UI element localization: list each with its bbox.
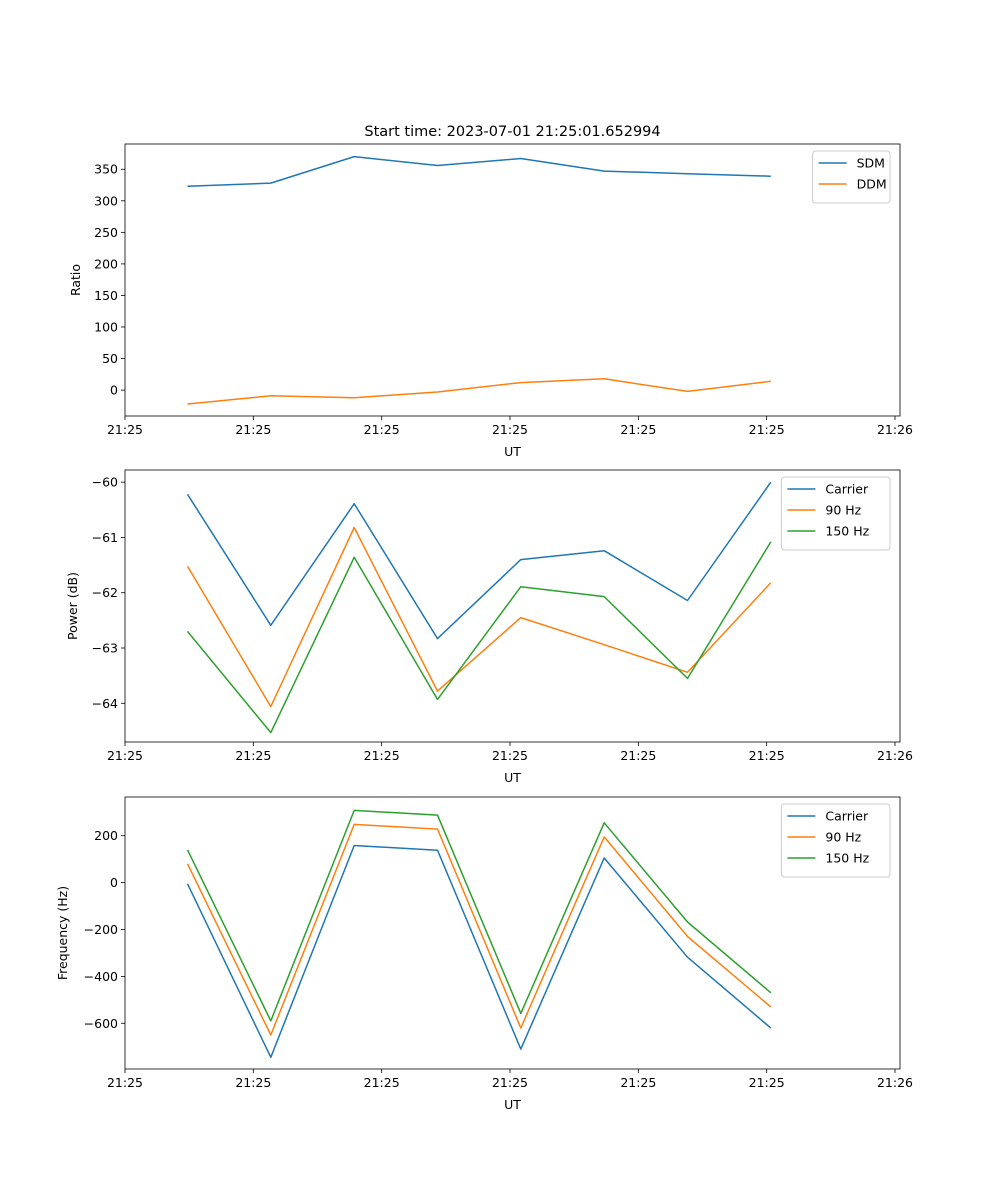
chart-panel-1: Start time: 2023-07-01 21:25:01.652994 21… [68, 124, 913, 459]
x-tick-label: 21:25 [107, 748, 143, 763]
x-tick-label: 21:25 [364, 1075, 400, 1090]
axes-frame [124, 469, 901, 743]
legend-label: SDM [857, 156, 885, 171]
y-tick-label: 250 [94, 225, 118, 240]
y-tick-label: 300 [94, 193, 118, 208]
x-tick-label: 21:25 [492, 1075, 528, 1090]
legend-label: 150 Hz [825, 851, 869, 866]
x-tick-label: 21:25 [235, 1075, 271, 1090]
legend-label: 90 Hz [825, 830, 861, 845]
x-tick-label: 21:26 [877, 422, 913, 437]
x-axis-label: UT [504, 770, 521, 785]
x-tick-label: 21:25 [749, 748, 785, 763]
y-tick-label: 200 [94, 828, 118, 843]
y-tick-label: −200 [84, 922, 118, 937]
x-tick-label: 21:25 [107, 422, 143, 437]
legend: Carrier 90 Hz 150 Hz [780, 803, 891, 878]
series-line-carrier [186, 844, 772, 1059]
x-tick-label: 21:25 [364, 422, 400, 437]
y-tick-label: −62 [92, 585, 118, 600]
chart-panels: Start time: 2023-07-01 21:25:01.652994 21… [55, 124, 913, 1112]
chart-panel-2: 21:25 21:25 21:25 21:25 21:25 21:25 21:26 −64 −6… [65, 469, 913, 785]
x-tick-label: 21:25 [364, 748, 400, 763]
x-tick-label: 21:25 [749, 422, 785, 437]
y-tick-label: 0 [110, 383, 118, 398]
x-tick-label: 21:25 [235, 748, 271, 763]
y-tick-label: −64 [92, 696, 118, 711]
legend-label: Carrier [825, 482, 869, 497]
y-tick-label: 0 [110, 875, 118, 890]
legend-box [812, 150, 891, 204]
x-axis-label: UT [504, 444, 521, 459]
series-line-150-hz [186, 809, 772, 1022]
y-tick-label: −600 [84, 1016, 118, 1031]
series-line-ddm [187, 378, 771, 405]
x-tick-label: 21:25 [492, 748, 528, 763]
y-tick-label: 150 [94, 288, 118, 303]
x-tick-label: 21:25 [492, 422, 528, 437]
legend: Carrier 90 Hz 150 Hz [780, 476, 891, 551]
axes-frame [124, 143, 901, 417]
y-tick-label: 200 [94, 256, 118, 271]
x-tick-label: 21:25 [620, 1075, 656, 1090]
y-axis-label: Ratio [68, 264, 83, 296]
y-tick-label: 100 [94, 320, 118, 335]
y-axis-label: Power (dB) [65, 572, 80, 640]
series-line-90-hz [186, 526, 772, 708]
series-line-carrier [186, 481, 772, 640]
legend-label: 90 Hz [825, 503, 861, 518]
legend-label: DDM [857, 177, 887, 192]
x-tick-label: 21:25 [620, 748, 656, 763]
legend-label: Carrier [825, 809, 869, 824]
x-tick-label: 21:25 [107, 1075, 143, 1090]
legend: SDM DDM [812, 150, 891, 204]
y-tick-label: −63 [92, 641, 118, 656]
series-line-sdm [187, 155, 771, 188]
x-tick-label: 21:25 [235, 422, 271, 437]
x-tick-label: 21:25 [749, 1075, 785, 1090]
series-line-90-hz [186, 823, 772, 1036]
legend-label: 150 Hz [825, 524, 869, 539]
y-tick-label: −61 [92, 530, 118, 545]
y-tick-label: −60 [92, 475, 118, 490]
y-tick-label: 350 [94, 162, 118, 177]
series-line-150-hz [186, 541, 772, 734]
chart-title: Start time: 2023-07-01 21:25:01.652994 [364, 124, 660, 140]
x-tick-label: 21:25 [620, 422, 656, 437]
y-tick-label: −400 [84, 969, 118, 984]
x-tick-label: 21:26 [877, 748, 913, 763]
y-axis-label: Frequency (Hz) [55, 886, 70, 980]
x-axis-label: UT [504, 1097, 521, 1112]
y-tick-label: 50 [102, 351, 118, 366]
x-tick-label: 21:26 [877, 1075, 913, 1090]
chart-panel-3: 21:25 21:25 21:25 21:25 21:25 21:25 21:26 −600 −… [55, 796, 913, 1112]
axes-frame [124, 796, 901, 1070]
